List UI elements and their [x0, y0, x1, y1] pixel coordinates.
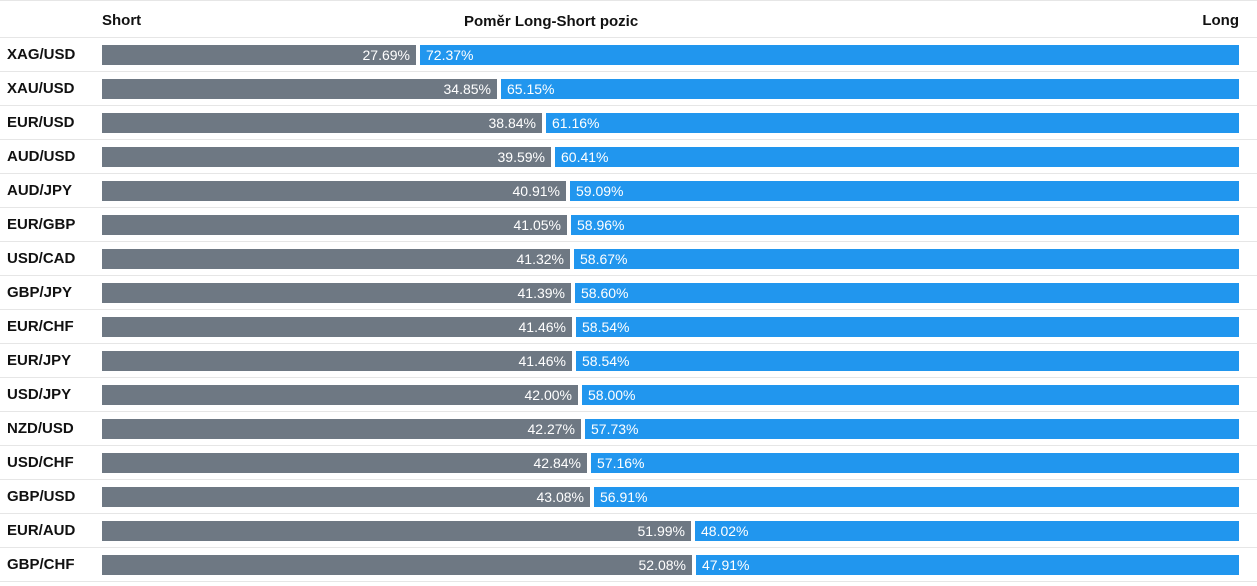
table-row: GBP/JPY 41.39% 58.60%: [0, 276, 1257, 310]
long-bar: 65.15%: [501, 79, 1239, 99]
pair-label: XAG/USD: [7, 46, 76, 63]
long-column-label: Long: [1202, 12, 1239, 29]
long-bar: 57.16%: [591, 453, 1239, 473]
short-bar: 41.05%: [102, 215, 567, 235]
short-bar: 41.46%: [102, 317, 572, 337]
pair-label: USD/CHF: [7, 454, 74, 471]
long-bar: 61.16%: [546, 113, 1239, 133]
short-column-label: Short: [102, 12, 142, 29]
pair-label: EUR/AUD: [7, 522, 76, 539]
short-bar: 52.08%: [102, 555, 692, 575]
long-bar: 60.41%: [555, 147, 1239, 167]
long-bar: 58.67%: [574, 249, 1239, 269]
chart-header: Short Poměr Long-Short pozic Long: [0, 0, 1257, 38]
long-bar: 58.00%: [582, 385, 1239, 405]
pair-label: AUD/JPY: [7, 182, 73, 199]
short-bar: 34.85%: [102, 79, 497, 99]
long-bar: 56.91%: [594, 487, 1239, 507]
table-row: EUR/USD 38.84% 61.16%: [0, 106, 1257, 140]
short-bar: 51.99%: [102, 521, 691, 541]
short-bar: 41.39%: [102, 283, 571, 303]
table-row: GBP/USD 43.08% 56.91%: [0, 480, 1257, 514]
table-row: AUD/JPY 40.91% 59.09%: [0, 174, 1257, 208]
pair-label: USD/JPY: [7, 386, 72, 403]
table-row: USD/JPY 42.00% 58.00%: [0, 378, 1257, 412]
table-row: USD/CHF 42.84% 57.16%: [0, 446, 1257, 480]
table-row: EUR/CHF 41.46% 58.54%: [0, 310, 1257, 344]
pair-label: GBP/JPY: [7, 284, 73, 301]
table-row: NZD/USD 42.27% 57.73%: [0, 412, 1257, 446]
short-bar: 38.84%: [102, 113, 542, 133]
table-row: USD/CAD 41.32% 58.67%: [0, 242, 1257, 276]
short-bar: 43.08%: [102, 487, 590, 507]
table-row: AUD/USD 39.59% 60.41%: [0, 140, 1257, 174]
pair-label: EUR/GBP: [7, 216, 76, 233]
table-row: EUR/GBP 41.05% 58.96%: [0, 208, 1257, 242]
pair-label: NZD/USD: [7, 420, 74, 437]
short-bar: 39.59%: [102, 147, 551, 167]
short-bar: 41.32%: [102, 249, 570, 269]
long-bar: 47.91%: [696, 555, 1239, 575]
long-bar: 58.54%: [576, 317, 1239, 337]
table-row: XAG/USD 27.69% 72.37%: [0, 38, 1257, 72]
table-row: EUR/AUD 51.99% 48.02%: [0, 514, 1257, 548]
pair-label: XAU/USD: [7, 80, 75, 97]
pair-label: EUR/CHF: [7, 318, 74, 335]
pair-label: AUD/USD: [7, 148, 76, 165]
pair-label: GBP/USD: [7, 488, 76, 505]
short-bar: 41.46%: [102, 351, 572, 371]
short-bar: 40.91%: [102, 181, 566, 201]
long-bar: 59.09%: [570, 181, 1239, 201]
table-row: GBP/CHF 52.08% 47.91%: [0, 548, 1257, 582]
table-row: EUR/JPY 41.46% 58.54%: [0, 344, 1257, 378]
pair-label: EUR/USD: [7, 114, 75, 131]
pair-label: GBP/CHF: [7, 556, 75, 573]
long-bar: 72.37%: [420, 45, 1239, 65]
chart-title: Poměr Long-Short pozic: [464, 13, 639, 30]
short-bar: 42.27%: [102, 419, 581, 439]
long-bar: 58.54%: [576, 351, 1239, 371]
long-bar: 57.73%: [585, 419, 1239, 439]
long-bar: 58.96%: [571, 215, 1239, 235]
long-bar: 58.60%: [575, 283, 1239, 303]
pair-label: EUR/JPY: [7, 352, 72, 369]
short-bar: 42.84%: [102, 453, 587, 473]
long-bar: 48.02%: [695, 521, 1239, 541]
short-bar: 27.69%: [102, 45, 416, 65]
table-row: XAU/USD 34.85% 65.15%: [0, 72, 1257, 106]
pair-label: USD/CAD: [7, 250, 76, 267]
short-bar: 42.00%: [102, 385, 578, 405]
